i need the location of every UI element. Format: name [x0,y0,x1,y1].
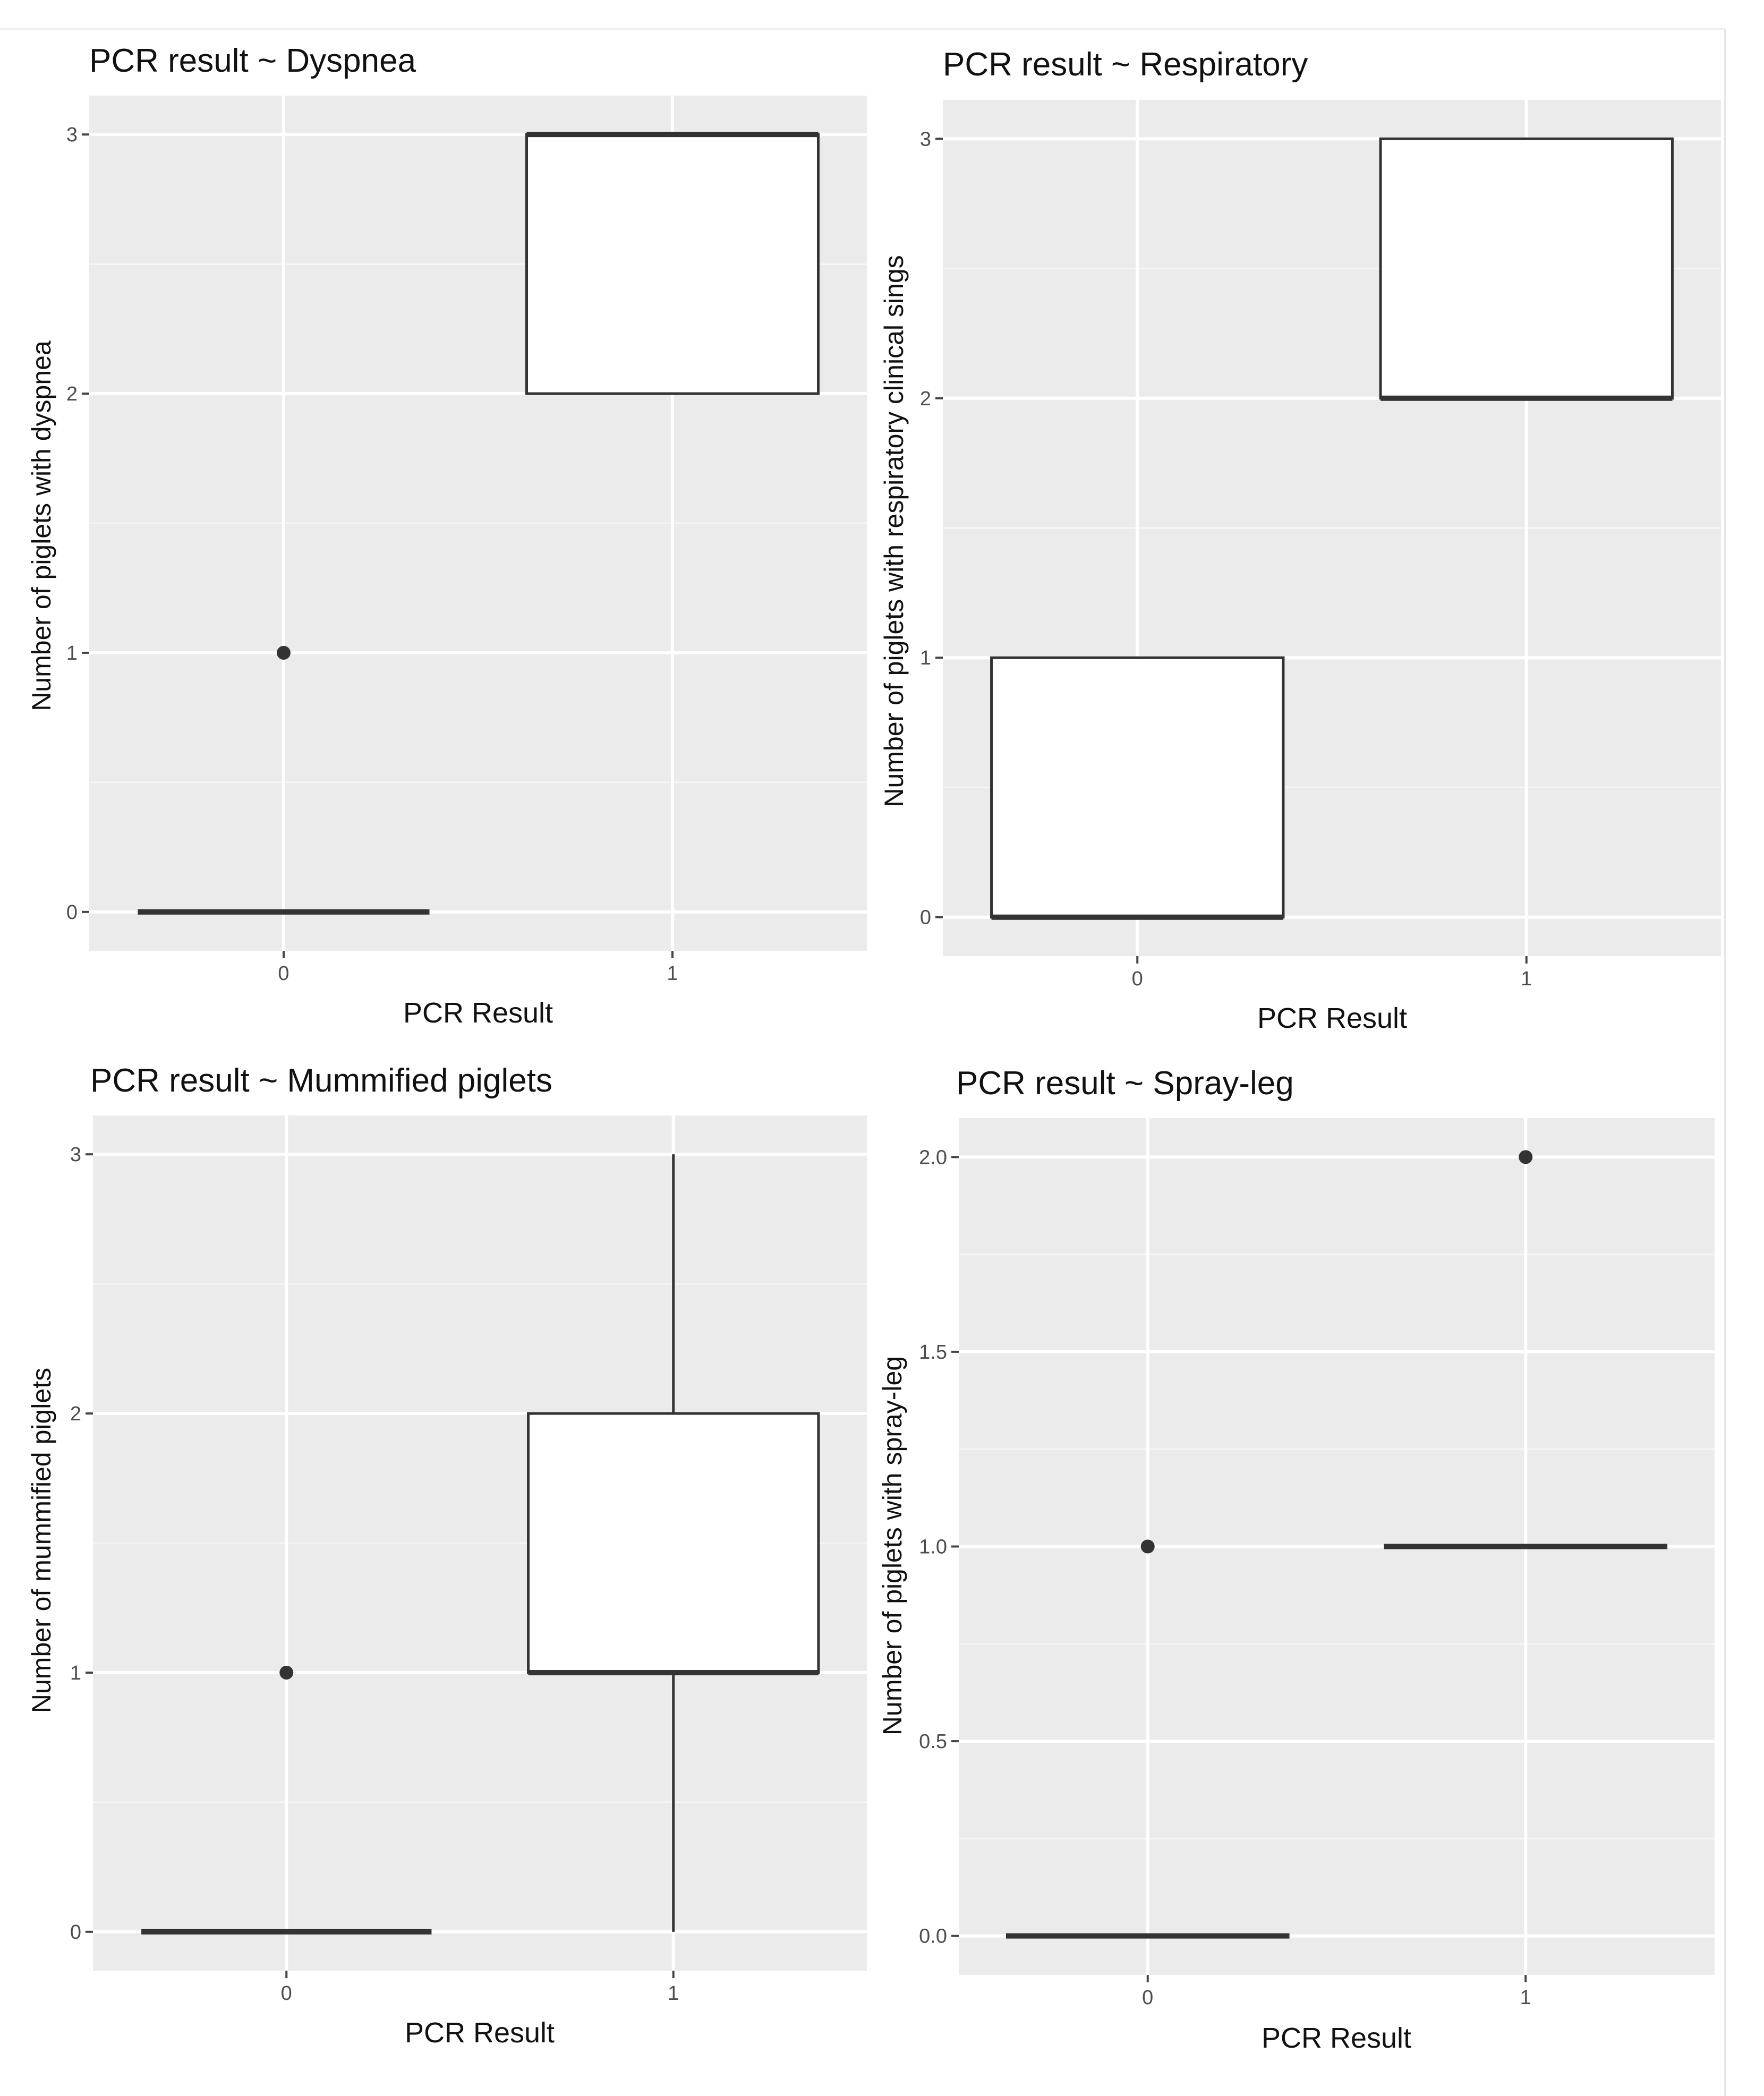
outlier-point [279,1665,294,1680]
boxplot-category-0 [1005,1539,1290,1939]
y-tick-label: 0 [70,1921,81,1944]
boxplot-category-1 [1384,1150,1668,1549]
chart-panel-2: 0 1 2 3 0 1 PCR result ~ Respiratory PCR Result… [879,46,1721,1034]
x-tick-label: 1 [667,962,678,985]
y-tick-label: 3 [66,124,78,146]
chart-title: PCR result ~ Respiratory [943,46,1308,83]
y-tick-label: 1 [70,1662,81,1684]
boxplot-category-1 [527,1154,820,1932]
x-tick-label: 0 [278,962,289,985]
x-tick-label: 1 [1520,1987,1531,2009]
y-tick-label: 2 [66,383,78,405]
y-axis-label: Number of piglets with spray-leg [877,1356,907,1735]
boxplot-category-0 [990,656,1285,920]
boxplot-category-0 [138,645,430,915]
box-iqr [527,1412,820,1674]
y-tick-label: 0.5 [919,1731,947,1753]
y-tick-label: 2 [920,388,931,410]
chart-title: PCR result ~ Dyspnea [89,42,416,79]
x-axis-label: PCR Result [403,997,553,1029]
x-tick-label: 1 [668,1982,679,2005]
boxplot-category-1 [525,132,820,395]
box-iqr [1379,137,1674,400]
box-iqr [990,656,1285,919]
y-tick-label: 3 [70,1144,81,1166]
y-tick-label: 1.0 [919,1536,947,1558]
chart-title: PCR result ~ Mummified piglets [90,1062,552,1099]
y-tick-label: 1.5 [919,1341,947,1364]
outlier-point [1519,1150,1533,1164]
chart-panel-3: 0 1 2 3 0 1 PCR result ~ Mummified piglets PCR … [27,1062,867,2049]
y-tick-label: 0 [66,901,78,924]
y-tick-label: 1 [920,647,931,669]
x-tick-label: 0 [281,1982,292,2005]
x-axis-label: PCR Result [1257,1002,1407,1034]
x-axis-label: PCR Result [405,2017,555,2049]
y-tick-label: 1 [66,642,78,664]
y-tick-label: 2 [70,1403,81,1425]
x-tick-label: 0 [1142,1987,1153,2009]
chart-grid: 0 1 2 3 0 1 PCR result ~ Dyspnea PCR Result Numb… [27,42,1721,2054]
chart-title: PCR result ~ Spray-leg [956,1065,1294,1102]
boxplot-category-1 [1379,137,1674,401]
outlier-point [1140,1539,1155,1554]
box-iqr [525,133,820,395]
y-tick-label: 3 [920,128,931,150]
y-axis-label: Number of mummified piglets [27,1368,56,1713]
chart-panel-4: 0.0 0.5 1.0 1.5 2.0 0 1 PCR result ~ Spray-leg P… [877,1065,1715,2054]
chart-panel-1: 0 1 2 3 0 1 PCR result ~ Dyspnea PCR Result Numb… [27,42,867,1029]
x-axis-label: PCR Result [1262,2022,1411,2054]
y-tick-label: 0 [920,907,931,929]
x-tick-label: 1 [1521,968,1532,990]
x-tick-label: 0 [1132,968,1143,990]
boxplot-category-0 [141,1665,432,1935]
y-tick-label: 2.0 [919,1146,947,1169]
outlier-point [277,645,291,660]
y-axis-label: Number of piglets with respiratory clini… [879,255,909,807]
y-axis-label: Number of piglets with dyspnea [27,340,56,711]
y-tick-label: 0.0 [919,1925,947,1948]
